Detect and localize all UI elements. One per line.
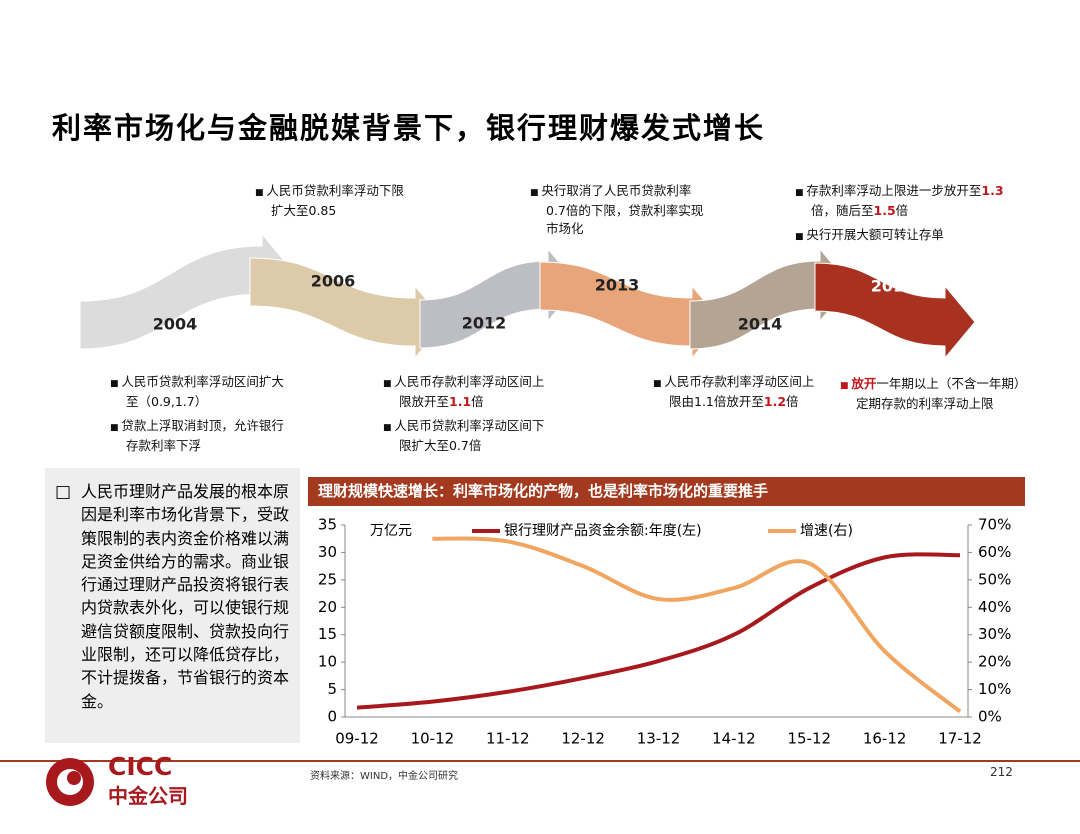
bullet: ■ 存款利率浮动上限进一步放开至1.3倍，随后至1.5倍: [795, 183, 1004, 218]
y2-tick-label: 60%: [978, 543, 1011, 561]
y2-tick-label: 70%: [978, 516, 1011, 534]
x-tick-label: 12-12: [561, 730, 605, 748]
page-number: 212: [990, 765, 1013, 779]
bullet-text: 1.1: [449, 394, 472, 409]
timeline-year: 2012: [462, 314, 507, 333]
x-tick-label: 15-12: [787, 730, 831, 748]
y-axis-unit: 万亿元: [370, 523, 412, 539]
y2-tick-label: 50%: [978, 570, 1011, 588]
timeline-note: ■ 人民币存款利率浮动区间上限放开至1.1倍 ■ 人民币贷款利率浮动区间下限扩大至…: [383, 373, 553, 461]
y-tick-label: 20: [318, 598, 337, 616]
timeline-note: ■ 人民币贷款利率浮动下限扩大至0.85: [255, 182, 405, 226]
timeline-year: 2013: [595, 276, 640, 295]
timeline-year: 2006: [311, 272, 356, 291]
x-tick-label: 17-12: [938, 730, 982, 748]
timeline-year: 2015: [871, 277, 916, 296]
bullet: ■ 贷款上浮取消封顶，允许银行存款利率下浮: [110, 418, 284, 453]
bullet-text: 央行取消了人民币贷款利率0.7倍的下限，贷款利率实现市场化: [541, 183, 704, 236]
bullet-text: 倍，随后至: [811, 203, 874, 218]
bullet-text: 人民币存款利率浮动区间上限由1.1倍放开至: [664, 374, 815, 409]
bullet: ■ 央行开展大额可转让存单: [795, 227, 944, 242]
x-tick-label: 13-12: [637, 730, 681, 748]
y-tick-label: 25: [318, 570, 337, 588]
bullet: ■ 人民币贷款利率浮动区间下限扩大至0.7倍: [383, 418, 545, 453]
chart-title: 理财规模快速增长：利率市场化的产物，也是利率市场化的重要推手: [308, 477, 1025, 506]
line-series: [432, 536, 962, 714]
bullet-text: 人民币存款利率浮动区间上限放开至: [394, 374, 545, 409]
y-tick-label: 15: [318, 625, 337, 643]
y-tick-label: 30: [318, 543, 337, 561]
y2-tick-label: 10%: [978, 680, 1011, 698]
timeline-arrow: [814, 262, 976, 360]
bullet: ■ 放开一年期以上（不含一年期）定期存款的利率浮动上限: [840, 376, 1021, 411]
y-tick-label: 0: [327, 708, 337, 726]
bullet-text: 央行开展大额可转让存单: [806, 227, 944, 242]
bullet: ■ 人民币存款利率浮动区间上限由1.1倍放开至1.2倍: [653, 374, 815, 409]
logo-en: CICC: [108, 752, 173, 781]
y2-tick-label: 0%: [978, 708, 1002, 726]
bullet-text: 1.3: [981, 183, 1004, 198]
bullet-text: 倍: [786, 394, 799, 409]
legend-label: 增速(右): [800, 523, 853, 539]
bullet-text: 倍: [895, 203, 909, 218]
logo-icon: [46, 758, 94, 806]
y2-tick-label: 40%: [978, 598, 1011, 616]
bullet-text: 人民币贷款利率浮动区间下限扩大至0.7倍: [394, 418, 545, 453]
bullet-text: 1.2: [763, 394, 787, 409]
bullet: ■ 央行取消了人民币贷款利率0.7倍的下限，贷款利率实现市场化: [530, 183, 704, 236]
bullet-text: 1.5: [873, 203, 896, 218]
x-tick-label: 11-12: [486, 730, 530, 748]
bullet: ■ 人民币存款利率浮动区间上限放开至1.1倍: [383, 374, 545, 409]
footer-rule: [0, 760, 1080, 762]
timeline-note: ■ 央行取消了人民币贷款利率0.7倍的下限，贷款利率实现市场化: [530, 182, 705, 244]
timeline-year: 2004: [153, 315, 198, 334]
timeline: 2004 2006 2012 2013 2014 2015: [79, 232, 976, 360]
bullet-text: 贷款上浮取消封顶，允许银行存款利率下浮: [121, 418, 284, 453]
slide-title: 利率市场化与金融脱媒背景下，银行理财爆发式增长: [52, 111, 766, 145]
y-tick-label: 5: [327, 680, 337, 698]
bullet-text: 一年期以上（不含一年期）定期存款的利率浮动上限: [856, 376, 1021, 411]
line-series: [356, 552, 961, 710]
y-tick-label: 35: [318, 516, 337, 534]
bullet-text: 倍: [471, 394, 484, 409]
y2-tick-label: 30%: [978, 625, 1011, 643]
timeline-note: ■ 存款利率浮动上限进一步放开至1.3倍，随后至1.5倍 ■ 央行开展大额可转让存…: [795, 182, 1020, 411]
timeline-year: 2014: [738, 315, 783, 334]
bullet-text: 存款利率浮动上限进一步放开至: [806, 183, 982, 198]
x-tick-label: 10-12: [411, 730, 455, 748]
x-tick-label: 09-12: [335, 730, 379, 748]
x-tick-label: 14-12: [712, 730, 756, 748]
y2-tick-label: 20%: [978, 653, 1011, 671]
sidebar-box: □ 人民币理财产品发展的根本原因是利率市场化背景下，受政策限制的表内资金价格难以…: [45, 468, 300, 743]
timeline-note: ■ 人民币贷款利率浮动区间扩大至（0.9,1.7） ■ 贷款上浮取消封顶，允许银行…: [110, 373, 290, 461]
timeline-note: ■ 人民币存款利率浮动区间上限由1.1倍放开至1.2倍: [653, 373, 823, 417]
source: 资料来源：WIND，中金公司研究: [310, 771, 459, 782]
logo-cn: 中金公司: [108, 784, 188, 808]
y-tick-label: 10: [318, 653, 337, 671]
bullet-text: 人民币贷款利率浮动区间扩大至（0.9,1.7）: [121, 374, 284, 409]
legend-label: 银行理财产品资金余额:年度(左): [504, 522, 702, 539]
sidebar-text: 人民币理财产品发展的根本原因是利率市场化背景下，受政策限制的表内资金价格难以满足…: [81, 482, 290, 711]
bullet-text: 放开: [851, 376, 877, 391]
bullet-text: 人民币贷款利率浮动下限扩大至0.85: [266, 183, 404, 218]
bullet: ■ 人民币贷款利率浮动下限扩大至0.85: [255, 183, 404, 218]
bullet: ■ 人民币贷款利率浮动区间扩大至（0.9,1.7）: [110, 374, 284, 409]
x-tick-label: 16-12: [863, 730, 907, 748]
